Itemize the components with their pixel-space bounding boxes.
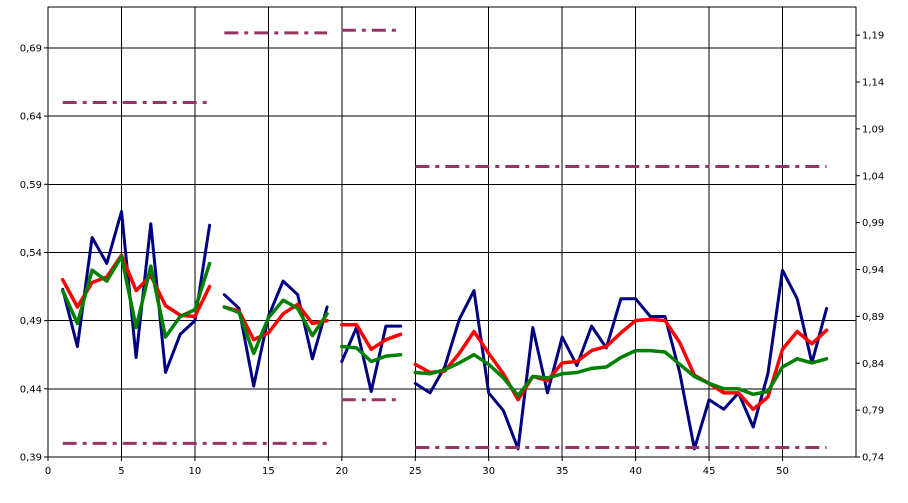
x-axis-tick-label: 10: [189, 466, 202, 477]
x-axis-tick-label: 35: [556, 466, 569, 477]
left-axis-tick-label: 0,64: [20, 112, 42, 123]
right-axis-tick-label: 0,94: [862, 265, 884, 276]
series-3-line: [340, 344, 403, 364]
x-axis-tick-label: 15: [262, 466, 275, 477]
right-axis-tick-label: 0,84: [862, 359, 884, 370]
left-axis-tick-label: 0,39: [20, 453, 42, 464]
left-axis-tick-label: 0,49: [20, 316, 42, 327]
x-axis-tick-label: 20: [335, 466, 348, 477]
series-2-line: [340, 322, 403, 352]
right-axis-tick-label: 0,89: [862, 312, 884, 323]
series-layer: [60, 28, 829, 451]
left-axis-tick-label: 0,44: [20, 384, 42, 395]
right-axis-tick-label: 1,14: [862, 78, 884, 89]
x-axis-tick-label: 40: [629, 466, 642, 477]
x-axis-tick-label: 30: [482, 466, 495, 477]
x-axis-tick-label: 0: [45, 466, 51, 477]
right-axis-tick-label: 1,04: [862, 171, 884, 182]
series-1-line: [61, 210, 212, 374]
x-axis-tick-label: 45: [703, 466, 716, 477]
left-axis-tick-label: 0,69: [20, 43, 42, 54]
series-3-line: [413, 348, 829, 398]
x-axis-tick-label: 5: [118, 466, 124, 477]
x-axis-tick-label: 50: [776, 466, 789, 477]
series-1-line: [340, 324, 403, 393]
right-axis-tick-label: 0,99: [862, 218, 884, 229]
right-axis-tick-label: 0,79: [862, 406, 884, 417]
series-2-line: [413, 317, 829, 412]
series-3-line: [60, 254, 212, 339]
left-axis-tick-label: 0,54: [20, 248, 42, 259]
series-3-line: [222, 298, 329, 356]
left-axis-tick-label: 0,59: [20, 180, 42, 191]
series-1-line: [413, 268, 829, 451]
right-axis-tick-label: 1,09: [862, 124, 884, 135]
axes: 0,39 0,44 0,49 0,54 0,59 0,64 0,69 0,74 0,79 0,84…: [20, 31, 885, 477]
x-axis-tick-label: 25: [409, 466, 422, 477]
right-axis-tick-label: 1,19: [862, 31, 884, 42]
plot-frame: [47, 6, 857, 458]
right-axis-tick-label: 0,74: [862, 453, 884, 464]
grid: [47, 6, 857, 458]
